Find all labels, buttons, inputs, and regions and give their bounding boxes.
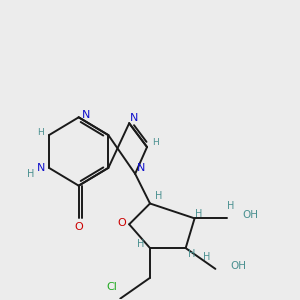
Text: N: N bbox=[130, 113, 139, 123]
Text: H: H bbox=[37, 128, 44, 137]
Text: OH: OH bbox=[230, 261, 246, 271]
Text: H: H bbox=[27, 169, 35, 179]
Text: H: H bbox=[153, 138, 159, 147]
Text: H: H bbox=[203, 252, 210, 262]
Text: N: N bbox=[137, 163, 145, 173]
Text: O: O bbox=[117, 218, 126, 228]
Text: H: H bbox=[195, 209, 203, 219]
Text: Cl: Cl bbox=[106, 282, 117, 292]
Text: O: O bbox=[74, 222, 83, 232]
Text: OH: OH bbox=[242, 210, 258, 220]
Text: N: N bbox=[37, 163, 46, 173]
Text: H: H bbox=[188, 249, 195, 259]
Text: H: H bbox=[155, 191, 163, 201]
Text: N: N bbox=[82, 110, 90, 120]
Text: H: H bbox=[226, 202, 234, 212]
Text: H: H bbox=[137, 238, 145, 249]
